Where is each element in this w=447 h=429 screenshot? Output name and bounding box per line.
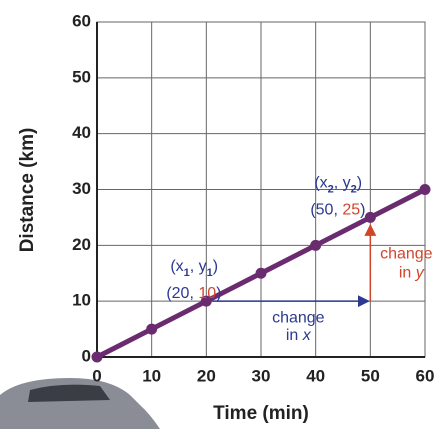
point-symbol-part: (x <box>170 258 183 275</box>
x-tick-label: 10 <box>142 366 161 385</box>
point-symbol-part: ) <box>213 258 218 275</box>
change-x-part: x <box>302 327 312 344</box>
point <box>91 351 103 363</box>
point <box>310 239 322 251</box>
point-symbol-part: , y <box>190 258 207 275</box>
point <box>146 323 158 335</box>
x-tick-label: 50 <box>361 366 380 385</box>
point-symbol-part: , y <box>334 175 351 192</box>
point-symbol-part: ) <box>357 175 362 192</box>
point-coords-part: 10 <box>198 285 216 302</box>
x-tick-label: 40 <box>306 366 325 385</box>
x-tick-label: 60 <box>416 366 435 385</box>
point-symbol-part: 2 <box>328 183 334 195</box>
y-tick-label: 0 <box>82 346 91 365</box>
point-symbol-part: (x <box>314 175 327 192</box>
car-window <box>28 384 110 402</box>
change-x-label-part: in <box>286 327 303 344</box>
point-symbol-part: 1 <box>184 267 190 279</box>
change-x-label: in x <box>286 327 312 344</box>
change-y-label: in y <box>399 265 425 282</box>
point-symbol-part: 1 <box>207 267 213 279</box>
point-coords-part: (50, <box>310 202 342 219</box>
y-tick-label: 20 <box>72 235 91 254</box>
y-tick-label: 40 <box>72 123 91 142</box>
y-axis-title: Distance (km) <box>17 128 38 253</box>
change-y-label: change <box>380 246 433 263</box>
y-tick-label: 50 <box>72 67 91 86</box>
x-tick-label: 0 <box>92 366 101 385</box>
y-tick-label: 30 <box>72 179 91 198</box>
point-symbol: (x1, y1) <box>170 258 218 279</box>
x-tick-label: 30 <box>252 366 271 385</box>
point-coords: (20, 10) <box>166 285 221 302</box>
y-tick-label: 10 <box>72 291 91 310</box>
point-coords-part: (20, <box>166 285 198 302</box>
point-coords-part: ) <box>216 285 221 302</box>
point-symbol-part: 2 <box>351 183 357 195</box>
point <box>200 295 212 307</box>
change-y-part: y <box>415 265 425 282</box>
x-tick-label: 20 <box>197 366 216 385</box>
x-axis-title: Time (min) <box>213 403 309 424</box>
y-tick-label: 60 <box>72 11 91 30</box>
point-coords-part: ) <box>360 202 365 219</box>
point <box>419 184 431 195</box>
change-y-part: in <box>399 265 416 282</box>
change-x-label: change <box>272 309 325 326</box>
point <box>364 211 376 223</box>
point <box>255 267 267 279</box>
point-coords: (50, 25) <box>310 202 365 219</box>
point-symbol: (x2, y2) <box>314 175 362 196</box>
point-coords-part: 25 <box>342 202 360 219</box>
